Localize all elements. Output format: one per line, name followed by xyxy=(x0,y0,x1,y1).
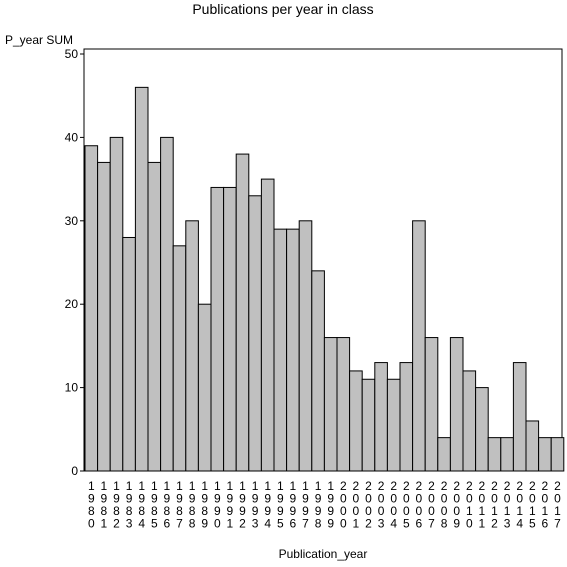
bar xyxy=(311,270,325,472)
bar xyxy=(349,370,363,472)
bar xyxy=(538,437,552,472)
bar xyxy=(361,378,376,472)
bar xyxy=(462,370,477,472)
x-axis-label: Publication_year xyxy=(279,547,368,561)
bar xyxy=(185,220,199,472)
bar xyxy=(147,161,162,472)
bar xyxy=(235,153,250,472)
bar xyxy=(97,161,111,472)
bar xyxy=(386,378,401,472)
y-tick-label: 30 xyxy=(65,214,79,228)
bars-group xyxy=(84,86,565,472)
y-tick-label: 50 xyxy=(65,47,79,61)
bar xyxy=(84,145,99,472)
bar xyxy=(172,245,187,472)
y-axis: 0 10 20 30 40 50 xyxy=(65,47,84,478)
bar xyxy=(399,362,414,472)
bar xyxy=(286,228,300,472)
bar xyxy=(512,362,527,472)
bar xyxy=(449,337,464,472)
y-tick-label: 0 xyxy=(71,464,78,478)
y-tick-label: 20 xyxy=(65,297,79,311)
bar xyxy=(109,136,124,472)
bar xyxy=(336,337,351,472)
y-tick-label: 40 xyxy=(65,130,79,144)
bar xyxy=(374,362,388,472)
bar xyxy=(210,186,225,472)
y-axis-label: P_year SUM xyxy=(5,33,73,47)
bar xyxy=(298,220,313,472)
bar xyxy=(260,178,275,472)
bar xyxy=(134,86,149,472)
chart-title: Publications per year in class xyxy=(192,1,373,17)
bar xyxy=(323,337,338,472)
bar xyxy=(160,136,174,472)
bar xyxy=(412,220,426,472)
x-axis: 1 9 8 0 1 9 8 1 1 9 8 2 1 9 8 3 1 9 8 4 1 9 8 5 1 9 8 6 1 9 8 7 1 9 8 8 1 9 8 9… xyxy=(88,479,561,531)
bar xyxy=(550,437,565,472)
bar xyxy=(487,437,502,472)
bar xyxy=(500,437,514,472)
bar xyxy=(223,186,237,472)
bar xyxy=(475,387,489,472)
y-tick-label: 10 xyxy=(65,381,79,395)
bar xyxy=(197,303,212,472)
bar xyxy=(122,236,136,472)
bar xyxy=(424,337,439,472)
bar xyxy=(248,195,262,472)
bar xyxy=(525,420,540,472)
bar xyxy=(273,228,288,472)
bar xyxy=(437,437,451,472)
